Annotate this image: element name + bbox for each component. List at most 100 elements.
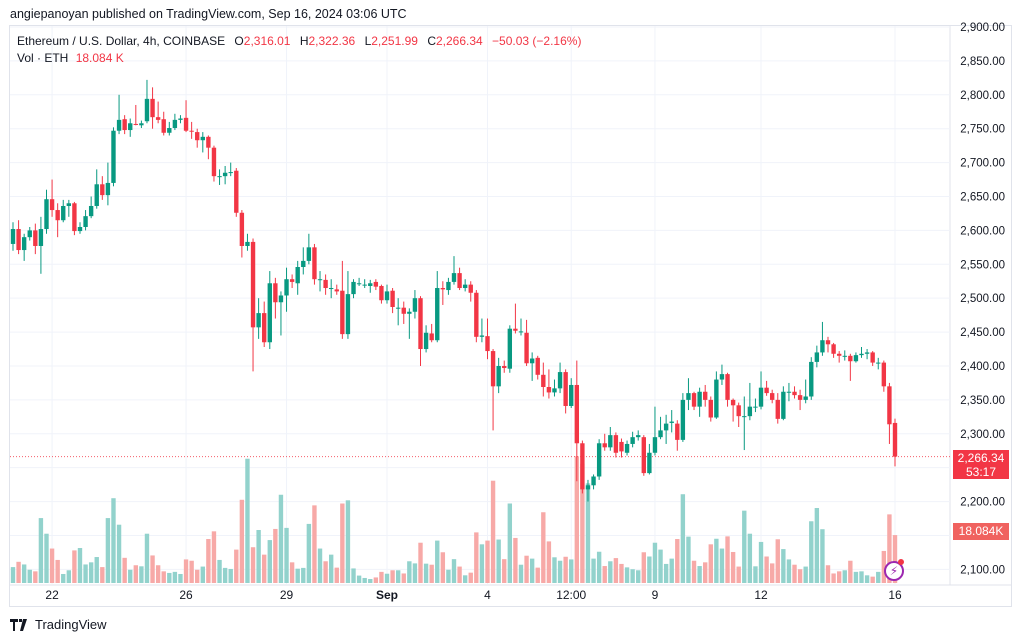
- candle: [122, 115, 127, 135]
- candle-body: [139, 123, 144, 126]
- candle-body: [245, 241, 250, 246]
- candle: [189, 121, 194, 139]
- volume-bar: [457, 566, 462, 583]
- candle: [753, 398, 758, 413]
- candle: [116, 94, 122, 135]
- candle: [451, 256, 457, 285]
- candle: [742, 396, 747, 451]
- tradingview-logo[interactable]: TradingView: [10, 617, 107, 632]
- volume-bar: [758, 541, 764, 583]
- volume-bar: [195, 569, 200, 583]
- volume-bar: [663, 563, 669, 583]
- candle: [273, 277, 278, 319]
- candle-body: [211, 147, 217, 177]
- volume-bar: [66, 570, 72, 583]
- candle-body: [619, 441, 624, 452]
- candle: [368, 279, 373, 293]
- candle-body: [55, 210, 60, 221]
- candle: [100, 176, 105, 200]
- time-tick-label: 4: [484, 588, 491, 602]
- candle-body: [758, 387, 764, 407]
- volume-bar: [222, 567, 228, 583]
- volume-bar: [569, 559, 574, 583]
- volume-bar: [881, 550, 887, 583]
- candle-body: [541, 374, 546, 387]
- notification-dot-icon: [898, 559, 904, 565]
- volume-bar: [630, 569, 635, 583]
- candle: [256, 298, 261, 339]
- volume-bar: [384, 573, 390, 583]
- lightning-icon[interactable]: ⚡: [884, 561, 904, 581]
- volume-bar: [887, 514, 892, 583]
- candle: [764, 380, 769, 396]
- candle-body: [457, 273, 462, 289]
- candle-body: [83, 216, 88, 227]
- volume-bar: [412, 563, 418, 583]
- candle-body: [591, 476, 596, 486]
- volume-label[interactable]: Vol · ETH: [17, 51, 69, 65]
- candle: [44, 189, 49, 234]
- candle: [848, 353, 853, 381]
- close-label: C: [427, 34, 436, 48]
- candle: [206, 135, 211, 160]
- volume-bar: [273, 528, 278, 583]
- candle: [535, 355, 540, 380]
- candle: [211, 145, 217, 182]
- volume-bar: [669, 558, 674, 583]
- candle: [524, 319, 529, 366]
- candle-body: [803, 396, 808, 400]
- time-tick-label: 9: [652, 588, 659, 602]
- candle-body: [647, 452, 652, 474]
- candle-body: [401, 307, 406, 314]
- volume-bar: [836, 571, 842, 583]
- candle-body: [440, 288, 446, 290]
- candle: [418, 296, 423, 366]
- candle-body: [663, 423, 669, 431]
- candle: [714, 371, 719, 419]
- candle: [390, 288, 395, 314]
- candle-body: [831, 344, 836, 354]
- candle: [786, 382, 792, 402]
- volume-value: 18.084 K: [75, 51, 124, 65]
- candle-body: [189, 130, 194, 132]
- volume-bar: [775, 539, 780, 583]
- candle-body: [892, 422, 898, 457]
- candle: [362, 279, 367, 289]
- volume-bar: [390, 570, 395, 583]
- candle: [691, 391, 697, 411]
- candle: [323, 274, 328, 295]
- candle-body: [328, 288, 334, 290]
- candle-body: [613, 435, 619, 453]
- candle-body: [239, 212, 245, 246]
- volume-tag: 18.084K: [953, 523, 1009, 540]
- candles: [10, 79, 898, 502]
- candle: [301, 247, 306, 275]
- volume-bar: [61, 573, 66, 583]
- volume-bar: [769, 563, 775, 583]
- volume-bar: [356, 575, 362, 583]
- candle: [490, 349, 496, 431]
- candle-body: [362, 284, 367, 286]
- candle: [340, 260, 345, 339]
- candle-body: [881, 362, 887, 387]
- candle-body: [736, 405, 741, 417]
- candle-body: [529, 358, 535, 364]
- candle-body: [150, 98, 155, 118]
- candle-body: [61, 205, 66, 221]
- volume-bar: [803, 566, 808, 583]
- candle: [803, 379, 808, 404]
- candle-body: [16, 229, 21, 251]
- candle: [876, 357, 881, 370]
- volume-bar: [16, 561, 21, 583]
- candle: [289, 274, 295, 289]
- volume-bar: [675, 539, 680, 583]
- symbol-description[interactable]: Ethereum / U.S. Dollar, 4h, COINBASE: [17, 34, 226, 48]
- volume-bar: [624, 567, 630, 583]
- candle-body: [708, 399, 713, 418]
- candle: [88, 196, 94, 219]
- candle-body: [155, 117, 161, 120]
- candle-body: [781, 391, 786, 419]
- volume-bar: [490, 480, 496, 583]
- candle-body: [775, 399, 780, 419]
